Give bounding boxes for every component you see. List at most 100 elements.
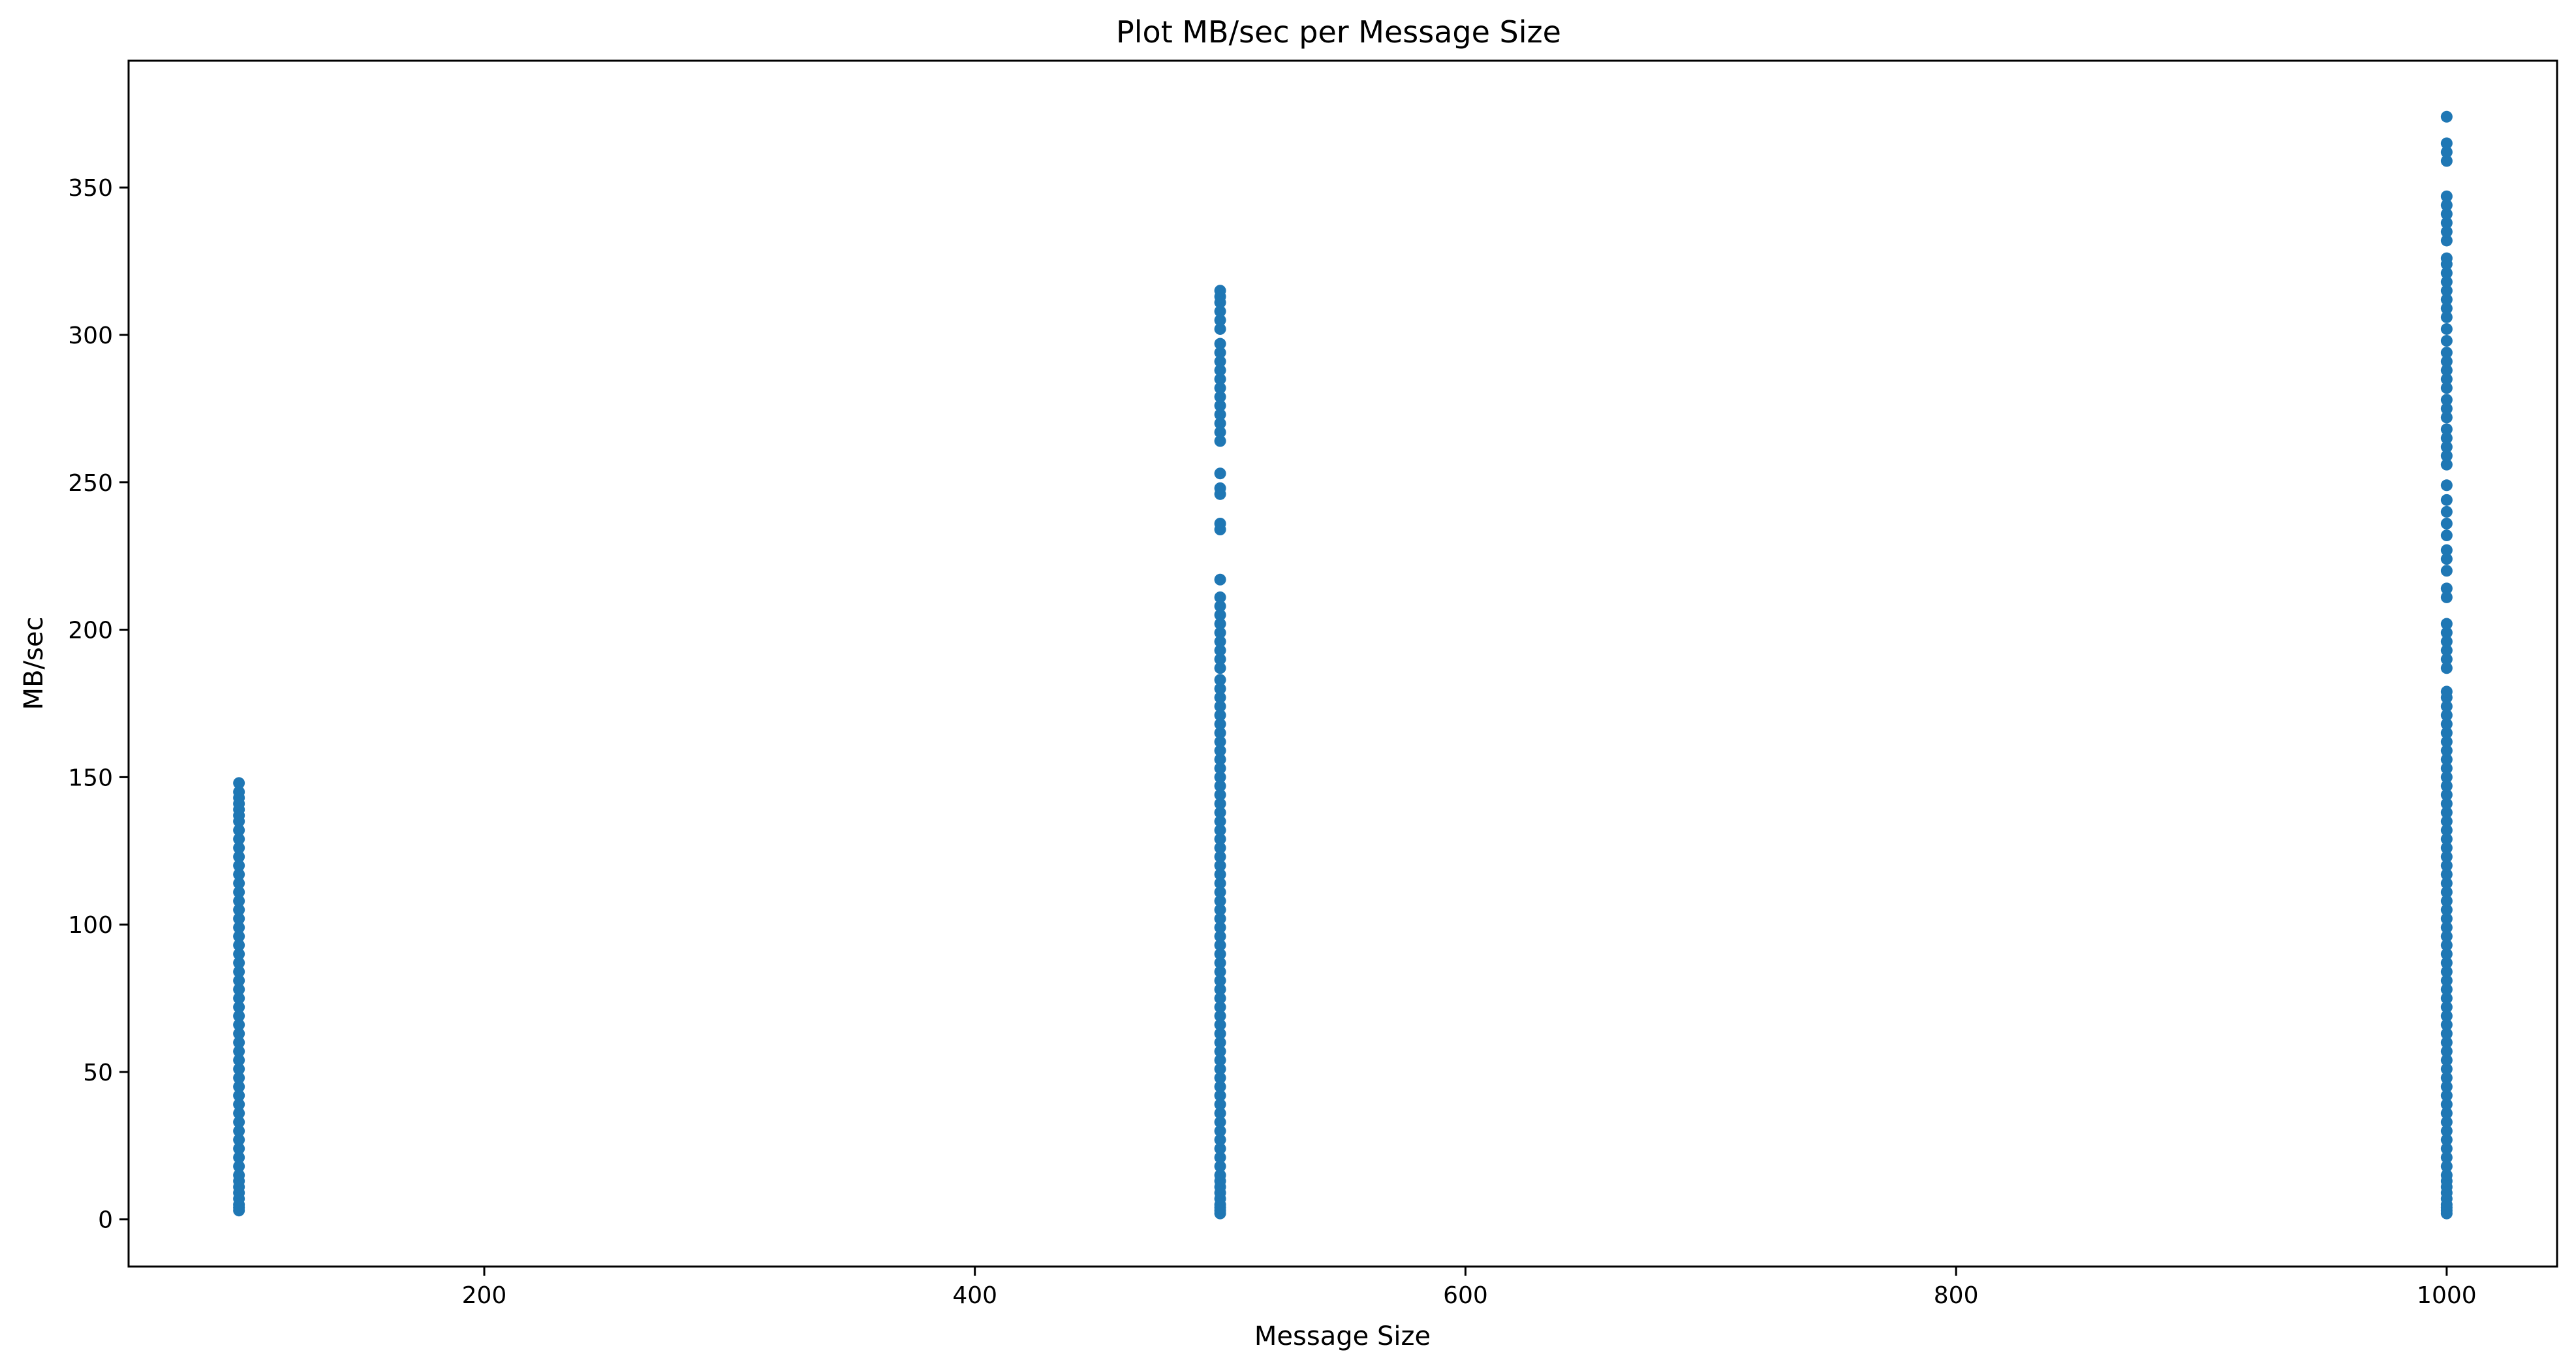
data-point: [2440, 458, 2453, 471]
data-point: [233, 777, 245, 789]
data-point: [2440, 394, 2453, 406]
data-point: [2440, 1090, 2453, 1102]
data-point: [2440, 208, 2453, 220]
data-point: [233, 948, 245, 960]
data-point: [1214, 1010, 1226, 1022]
data-point: [1214, 983, 1226, 996]
data-point: [1214, 426, 1226, 439]
data-point: [1214, 691, 1226, 704]
data-point: [2440, 355, 2453, 368]
data-point: [2440, 267, 2453, 279]
data-point: [1214, 1036, 1226, 1048]
data-point: [233, 1010, 245, 1022]
data-point: [2440, 868, 2453, 881]
data-point: [2440, 411, 2453, 424]
y-tick-label: 200: [68, 618, 113, 644]
data-point: [2440, 494, 2453, 506]
data-point: [1214, 1071, 1226, 1084]
data-point: [1214, 930, 1226, 943]
data-point: [1214, 608, 1226, 621]
data-point: [2440, 948, 2453, 960]
data-point: [233, 824, 245, 836]
data-point: [1214, 877, 1226, 889]
data-point: [2440, 904, 2453, 916]
data-point: [233, 1142, 245, 1155]
data-point: [2440, 1125, 2453, 1137]
data-point: [2440, 110, 2453, 123]
x-axis-title: Message Size: [1254, 1321, 1431, 1351]
data-point: [1214, 482, 1226, 494]
data-point: [233, 956, 245, 969]
data-point: [1214, 517, 1226, 529]
data-point: [1214, 435, 1226, 447]
data-point: [1214, 573, 1226, 586]
data-point: [1214, 285, 1226, 297]
data-point: [1214, 627, 1226, 639]
data-point: [233, 1001, 245, 1013]
data-point: [1214, 1125, 1226, 1137]
data-point: [1214, 868, 1226, 881]
data-point: [233, 895, 245, 907]
data-point: [2440, 276, 2453, 288]
data-point: [1214, 718, 1226, 731]
data-point: [1214, 417, 1226, 430]
data-point: [1214, 709, 1226, 721]
data-point: [2440, 1018, 2453, 1031]
data-point: [233, 1116, 245, 1128]
data-point: [2440, 851, 2453, 863]
data-point: [233, 877, 245, 889]
data-point: [1214, 904, 1226, 916]
data-point: [1214, 618, 1226, 630]
data-point: [1214, 364, 1226, 377]
data-point: [233, 1080, 245, 1093]
data-point: [1214, 662, 1226, 674]
y-tick-label: 100: [68, 912, 113, 939]
x-tick-label: 400: [952, 1282, 997, 1309]
data-point: [2440, 364, 2453, 377]
y-tick-label: 250: [68, 470, 113, 497]
data-point: [2440, 618, 2453, 630]
data-point: [2440, 302, 2453, 315]
data-point: [1214, 744, 1226, 757]
data-point: [1214, 939, 1226, 951]
data-point: [2440, 736, 2453, 748]
data-point: [2440, 744, 2453, 757]
data-point: [1214, 1028, 1226, 1040]
data-point: [2440, 753, 2453, 766]
data-point: [1214, 762, 1226, 774]
data-point: [2440, 1028, 2453, 1040]
data-point: [1214, 833, 1226, 845]
data-point: [2440, 709, 2453, 721]
data-point: [2440, 824, 2453, 836]
data-point: [233, 1098, 245, 1111]
chart-title: Plot MB/sec per Message Size: [1116, 14, 1561, 50]
data-point: [1214, 736, 1226, 748]
data-point: [1214, 956, 1226, 969]
data-point: [2440, 402, 2453, 415]
data-point: [233, 1018, 245, 1031]
data-point: [2440, 479, 2453, 492]
data-point: [2440, 1010, 2453, 1022]
data-point: [2440, 252, 2453, 264]
data-point: [1214, 1054, 1226, 1066]
data-point: [2440, 939, 2453, 951]
data-point: [2440, 441, 2453, 453]
y-tick-label: 150: [68, 764, 113, 791]
data-point: [1214, 674, 1226, 686]
data-point: [233, 966, 245, 978]
data-point: [2440, 382, 2453, 394]
data-point: [2440, 505, 2453, 518]
data-point: [1214, 921, 1226, 934]
data-point: [2440, 1169, 2453, 1182]
data-point: [233, 974, 245, 986]
data-point: [1214, 355, 1226, 368]
data-point: [2440, 1133, 2453, 1146]
data-point: [233, 1107, 245, 1120]
data-point: [233, 1133, 245, 1146]
data-point: [2440, 1080, 2453, 1093]
data-point: [1214, 408, 1226, 420]
data-point: [1214, 851, 1226, 863]
data-point: [1214, 1080, 1226, 1093]
data-point: [1214, 1098, 1226, 1111]
